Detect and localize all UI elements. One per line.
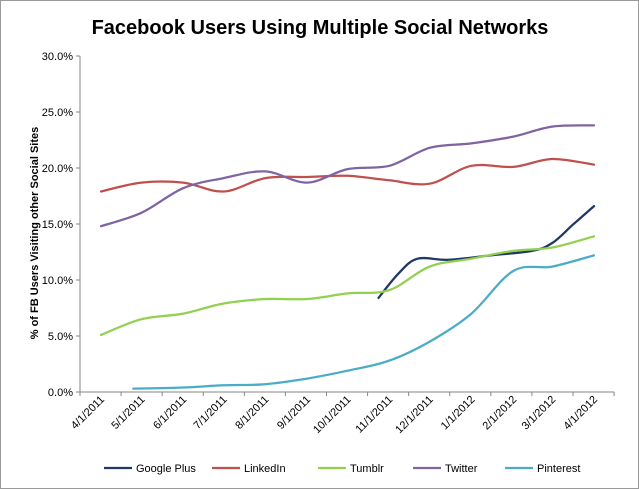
x-tick-label: 1/1/2012: [439, 394, 478, 433]
y-tick-label: 25.0%: [42, 107, 73, 119]
series-lines: [99, 124, 596, 390]
x-tick-label: 2/1/2012: [481, 394, 520, 433]
series-line-twitter: [99, 124, 596, 228]
axes: 0.0% 5.0% 10.0% 15.0% 20.0% 25.0% 30.0% 4/1/201…: [42, 51, 615, 437]
y-tick-label: 5.0%: [48, 331, 73, 343]
x-tick-label: 11/1/2011: [353, 394, 395, 436]
x-tick-label: 12/1/2011: [393, 394, 436, 437]
y-tick-label: 15.0%: [42, 219, 73, 231]
legend-label-pinterest: Pinterest: [537, 463, 580, 475]
x-tick-label: 9/1/2011: [275, 394, 313, 432]
x-tick-label: 5/1/2011: [109, 394, 147, 432]
x-tick-label: 3/1/2012: [520, 394, 559, 433]
series-line-linkedin: [99, 157, 596, 193]
legend: Google Plus LinkedIn Tumblr Twitter Pinteres…: [104, 463, 580, 475]
legend-label-twitter: Twitter: [445, 463, 478, 475]
x-tick-label: 6/1/2011: [151, 394, 189, 432]
y-tick-label: 30.0%: [42, 51, 73, 63]
y-axis-label: % of FB Users Visiting other Social Site…: [29, 127, 41, 340]
x-tick-label: 8/1/2011: [233, 394, 271, 432]
series-line-google-plus: [377, 204, 596, 300]
x-tick-label: 10/1/2011: [311, 394, 354, 437]
x-tick-label: 4/1/2011: [69, 394, 107, 432]
legend-label-linkedin: LinkedIn: [244, 463, 286, 475]
y-tick-label: 20.0%: [42, 163, 73, 175]
chart-title: Facebook Users Using Multiple Social Net…: [92, 17, 549, 39]
y-tick-label: 10.0%: [42, 275, 73, 287]
series-line-tumblr: [99, 235, 596, 337]
x-tick-label: 4/1/2012: [561, 394, 600, 433]
legend-label-tumblr: Tumblr: [350, 463, 384, 475]
series-line-pinterest: [132, 254, 596, 390]
y-tick-label: 0.0%: [48, 387, 73, 399]
x-tick-label: 7/1/2011: [192, 394, 230, 432]
legend-label-google-plus: Google Plus: [136, 463, 196, 475]
